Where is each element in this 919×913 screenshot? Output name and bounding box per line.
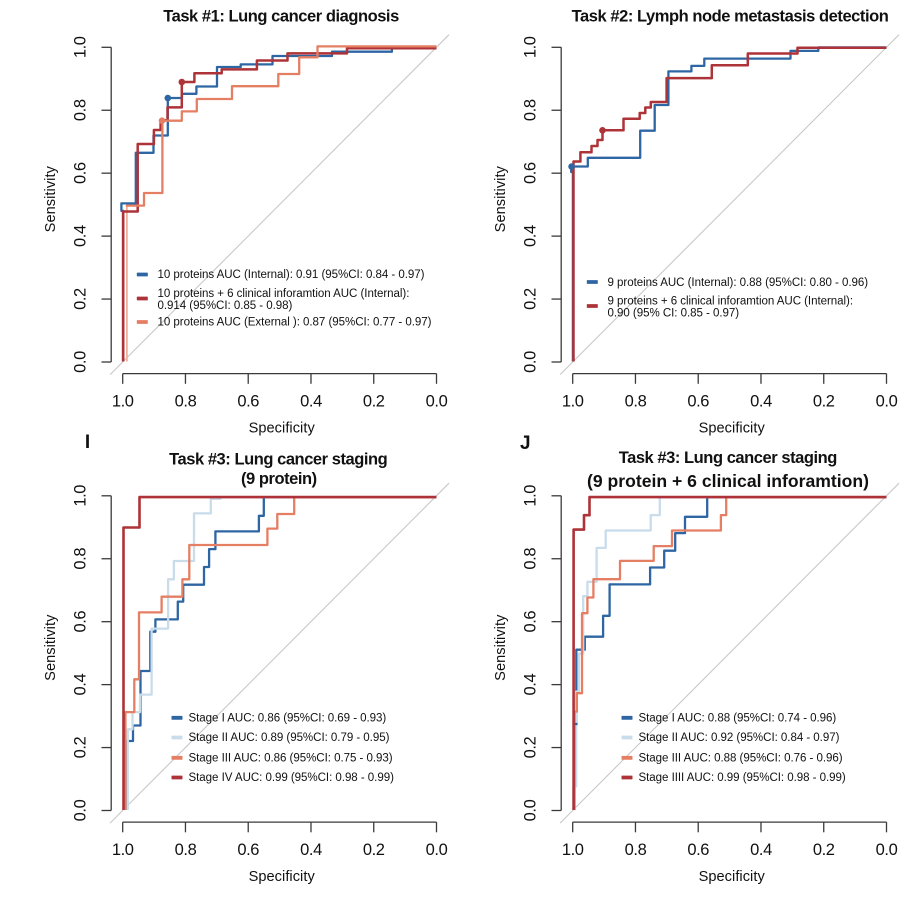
svg-text:Stage II AUC: 0.89 (95%CI: 0.7: Stage II AUC: 0.89 (95%CI: 0.79 - 0.95)	[189, 732, 390, 744]
svg-text:Stage III AUC: 0.88 (95%CI: 0.: Stage III AUC: 0.88 (95%CI: 0.76 - 0.96)	[639, 753, 843, 765]
svg-text:(9 protein): (9 protein)	[241, 470, 317, 488]
svg-text:0.2: 0.2	[813, 841, 835, 859]
svg-text:Stage III AUC: 0.86 (95%CI: 0.: Stage III AUC: 0.86 (95%CI: 0.75 - 0.93)	[189, 753, 393, 765]
svg-text:0.8: 0.8	[625, 841, 647, 859]
svg-text:Specificity: Specificity	[249, 869, 316, 885]
svg-text:0.2: 0.2	[363, 841, 385, 859]
svg-text:0.2: 0.2	[72, 736, 90, 758]
svg-text:0.4: 0.4	[72, 225, 90, 247]
svg-text:0.0: 0.0	[426, 841, 448, 859]
svg-text:I: I	[85, 432, 90, 453]
svg-text:Task #2: Lymph node metastasis: Task #2: Lymph node metastasis detection	[572, 8, 889, 26]
svg-text:0.4: 0.4	[300, 841, 322, 859]
svg-text:10 proteins + 6 clinical infor: 10 proteins + 6 clinical inforamtion AUC…	[158, 288, 410, 300]
svg-text:Sensitivity: Sensitivity	[493, 614, 509, 681]
svg-text:Sensitivity: Sensitivity	[43, 614, 59, 681]
svg-text:Sensitivity: Sensitivity	[43, 165, 59, 232]
svg-text:0.4: 0.4	[72, 674, 90, 696]
svg-text:0.0: 0.0	[72, 799, 90, 821]
svg-text:0.2: 0.2	[522, 736, 540, 758]
svg-text:0.90 (95% CI: 0.85 - 0.97): 0.90 (95% CI: 0.85 - 0.97)	[608, 307, 740, 319]
svg-text:Stage II AUC: 0.92 (95%CI: 0.8: Stage II AUC: 0.92 (95%CI: 0.84 - 0.97)	[639, 732, 840, 744]
svg-text:J: J	[520, 433, 531, 454]
svg-text:0.4: 0.4	[522, 225, 540, 247]
svg-text:0.8: 0.8	[625, 393, 647, 411]
svg-text:Specificity: Specificity	[249, 421, 316, 437]
svg-text:1.0: 1.0	[112, 393, 134, 411]
svg-text:1.0: 1.0	[112, 841, 134, 859]
svg-text:0.6: 0.6	[522, 162, 540, 184]
svg-text:0.4: 0.4	[300, 393, 322, 411]
svg-text:0.8: 0.8	[175, 393, 197, 411]
svg-text:0.914 (95%CI: 0.85 - 0.98): 0.914 (95%CI: 0.85 - 0.98)	[158, 300, 293, 312]
svg-text:0.0: 0.0	[876, 393, 898, 411]
svg-text:0.8: 0.8	[175, 841, 197, 859]
svg-text:0.6: 0.6	[237, 841, 259, 859]
svg-text:1.0: 1.0	[522, 485, 540, 507]
svg-text:0.6: 0.6	[522, 611, 540, 633]
svg-text:0.2: 0.2	[522, 288, 540, 310]
svg-text:0.8: 0.8	[72, 99, 90, 121]
svg-text:Sensitivity: Sensitivity	[493, 165, 509, 232]
svg-text:Task #1: Lung cancer diagnosis: Task #1: Lung cancer diagnosis	[163, 8, 399, 26]
svg-text:9 proteins + 6 clinical infora: 9 proteins + 6 clinical inforamtion AUC …	[608, 295, 854, 307]
svg-text:1.0: 1.0	[562, 841, 584, 859]
svg-text:0.0: 0.0	[876, 841, 898, 859]
svg-text:0.2: 0.2	[72, 288, 90, 310]
svg-text:0.6: 0.6	[72, 162, 90, 184]
svg-text:0.6: 0.6	[237, 393, 259, 411]
svg-text:Task #3: Lung cancer staging: Task #3: Lung cancer staging	[169, 451, 387, 469]
svg-text:0.4: 0.4	[750, 393, 772, 411]
svg-text:Stage IIII AUC: 0.99 (95%CI: 0: Stage IIII AUC: 0.99 (95%CI: 0.98 - 0.99…	[639, 772, 846, 784]
svg-text:Task #3: Lung cancer staging: Task #3: Lung cancer staging	[619, 449, 837, 467]
svg-text:10 proteins AUC (Internal): 0.: 10 proteins AUC (Internal): 0.91 (95%CI:…	[158, 269, 425, 281]
svg-text:Stage I AUC: 0.88 (95%CI: 0.74: Stage I AUC: 0.88 (95%CI: 0.74 - 0.96)	[639, 713, 837, 725]
svg-text:9 proteins AUC (Internal): 0.8: 9 proteins AUC (Internal): 0.88 (95%CI: …	[608, 277, 869, 289]
svg-text:Stage I AUC: 0.86 (95%CI: 0.69: Stage I AUC: 0.86 (95%CI: 0.69 - 0.93)	[189, 713, 387, 725]
svg-text:0.8: 0.8	[522, 99, 540, 121]
svg-text:1.0: 1.0	[522, 36, 540, 58]
svg-text:Specificity: Specificity	[699, 421, 766, 437]
svg-text:0.0: 0.0	[522, 799, 540, 821]
svg-text:Specificity: Specificity	[699, 869, 766, 885]
svg-text:0.2: 0.2	[363, 393, 385, 411]
svg-text:1.0: 1.0	[562, 393, 584, 411]
svg-text:(9 protein + 6 clinical infora: (9 protein + 6 clinical inforamtion)	[587, 471, 869, 491]
svg-text:0.8: 0.8	[72, 548, 90, 570]
svg-text:0.6: 0.6	[687, 841, 709, 859]
svg-text:0.8: 0.8	[522, 548, 540, 570]
svg-text:0.2: 0.2	[813, 393, 835, 411]
svg-text:0.4: 0.4	[522, 674, 540, 696]
svg-text:1.0: 1.0	[72, 485, 90, 507]
svg-text:10 proteins AUC (External ): 0: 10 proteins AUC (External ): 0.87 (95%CI…	[158, 317, 432, 329]
svg-text:0.6: 0.6	[687, 393, 709, 411]
svg-text:0.0: 0.0	[522, 351, 540, 373]
svg-text:0.4: 0.4	[750, 841, 772, 859]
svg-text:0.0: 0.0	[72, 351, 90, 373]
svg-text:0.0: 0.0	[426, 393, 448, 411]
svg-text:0.6: 0.6	[72, 611, 90, 633]
svg-text:Stage IV AUC: 0.99 (95%CI: 0.9: Stage IV AUC: 0.99 (95%CI: 0.98 - 0.99)	[189, 772, 395, 784]
svg-text:1.0: 1.0	[72, 36, 90, 58]
